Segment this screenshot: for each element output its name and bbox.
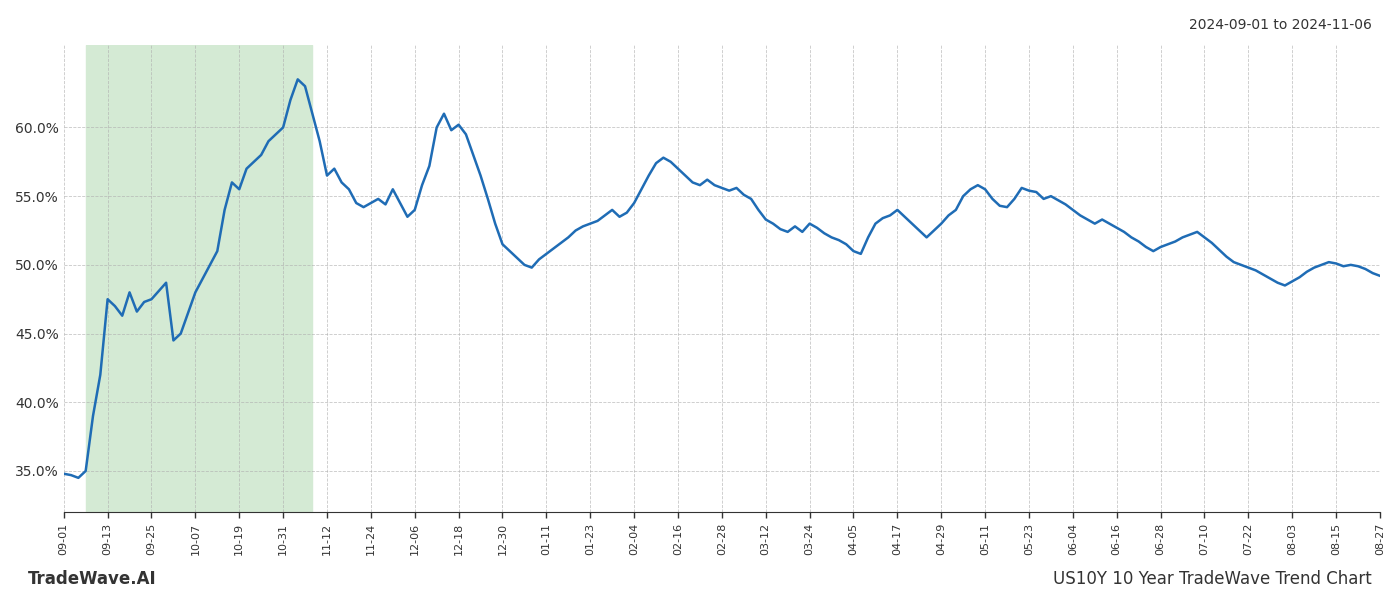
Text: TradeWave.AI: TradeWave.AI xyxy=(28,570,157,588)
Bar xyxy=(85,45,312,512)
Text: 2024-09-01 to 2024-11-06: 2024-09-01 to 2024-11-06 xyxy=(1189,18,1372,32)
Text: US10Y 10 Year TradeWave Trend Chart: US10Y 10 Year TradeWave Trend Chart xyxy=(1053,570,1372,588)
